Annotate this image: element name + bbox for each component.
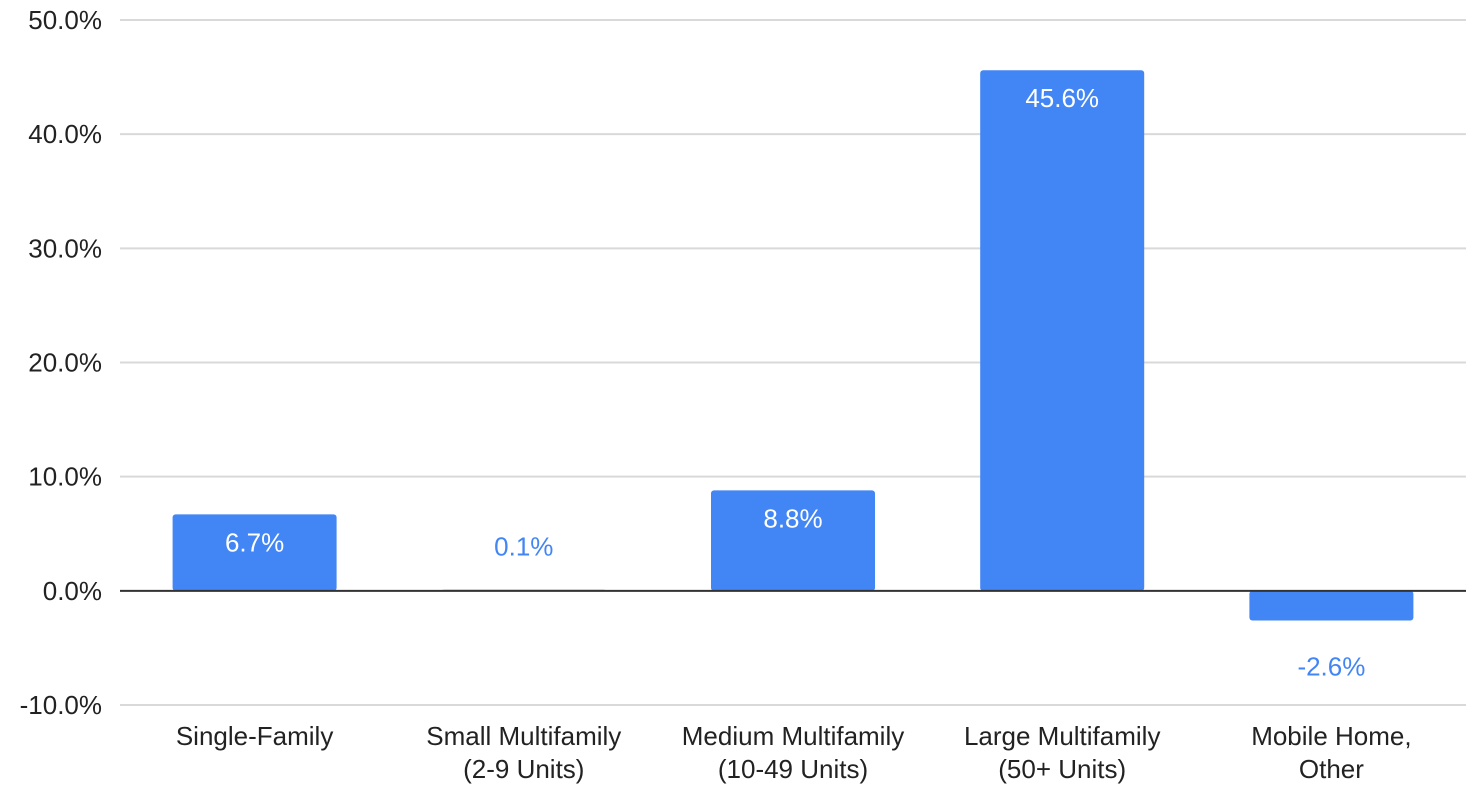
y-tick-label: 10.0% — [28, 462, 102, 492]
x-tick-label: Medium Multifamily — [682, 721, 905, 751]
y-tick-label: 0.0% — [43, 576, 102, 606]
y-tick-label: -10.0% — [20, 690, 102, 720]
x-tick-label: Large Multifamily — [964, 721, 1161, 751]
value-label: 0.1% — [494, 532, 553, 562]
y-tick-label: 40.0% — [28, 119, 102, 149]
y-tick-label: 20.0% — [28, 348, 102, 378]
bar-4 — [1249, 590, 1414, 621]
bars — [172, 70, 1414, 621]
value-label: 45.6% — [1025, 83, 1099, 113]
y-tick-label: 30.0% — [28, 233, 102, 263]
x-tick-label: (50+ Units) — [998, 754, 1126, 784]
x-axis: Single-Family Small Multifamily(2-9 Units… — [176, 721, 1412, 784]
bar-0 — [172, 514, 337, 591]
x-tick-label: Mobile Home, — [1251, 721, 1411, 751]
x-tick-label: (2-9 Units) — [463, 754, 584, 784]
value-labels: 6.7% 0.1% 8.8% 45.6% -2.6% — [225, 83, 1365, 681]
x-tick-label: Small Multifamily — [426, 721, 621, 751]
x-tick-label: Other — [1299, 754, 1364, 784]
value-label: -2.6% — [1297, 652, 1365, 682]
gridlines — [120, 19, 1466, 706]
y-tick-label: 50.0% — [28, 5, 102, 35]
x-tick-label: (10-49 Units) — [718, 754, 868, 784]
bar-2 — [711, 490, 875, 591]
y-axis: -10.0% 0.0% 10.0% 20.0% 30.0% 40.0% 50.0% — [20, 5, 102, 720]
x-tick-label: Single-Family — [176, 721, 334, 751]
value-label: 6.7% — [225, 527, 284, 557]
value-label: 8.8% — [763, 503, 822, 533]
bar-3 — [980, 70, 1145, 591]
